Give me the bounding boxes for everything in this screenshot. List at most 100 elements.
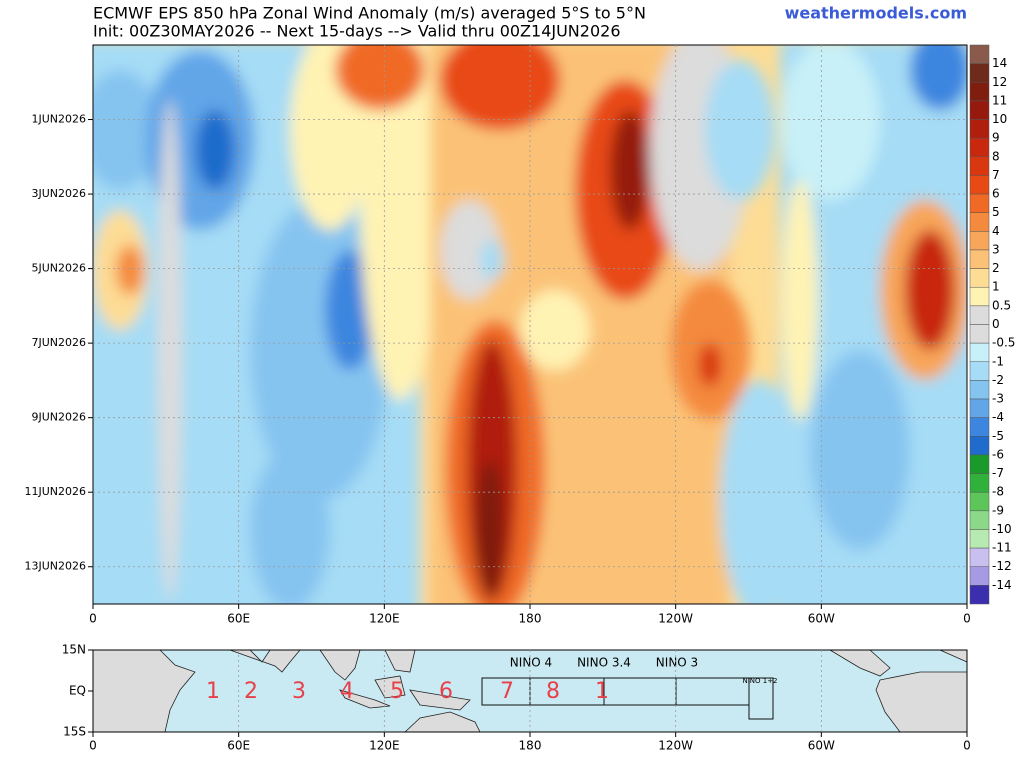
x-tick-label: 120E: [369, 612, 400, 626]
colorbar-label: -12: [992, 559, 1012, 573]
colorbar-label: -14: [992, 578, 1012, 592]
colorbar-swatch: [969, 119, 990, 139]
colorbar-label: -10: [992, 522, 1012, 536]
region-label: NINO 3: [656, 656, 698, 670]
colorbar-label: -4: [992, 410, 1004, 424]
colorbar-label: -1: [992, 354, 1004, 368]
colorbar-label: 0.5: [992, 298, 1011, 312]
colorbar-swatch: [969, 100, 990, 120]
colorbar-label: -11: [992, 541, 1012, 555]
phase-label: 1: [206, 679, 220, 704]
contour-field: [93, 45, 967, 604]
colorbar-swatch: [969, 82, 990, 102]
colorbar-swatch: [969, 63, 990, 83]
map-x-tick-label: 60E: [227, 739, 250, 753]
colorbar-label: 3: [992, 242, 1000, 256]
map-x-tick-label: 120W: [658, 739, 693, 753]
nino-box: [748, 677, 774, 720]
x-tick-label: 60E: [227, 612, 250, 626]
colorbar-swatch: [969, 566, 990, 586]
y-tick-label: 5JUN2026: [31, 262, 86, 275]
colorbar-swatch: [969, 193, 990, 213]
colorbar-label: -3: [992, 392, 1004, 406]
colorbar-swatch: [969, 491, 990, 512]
phase-label: 3: [292, 679, 306, 704]
colorbar-swatch: [969, 361, 990, 381]
colorbar-swatch: [969, 156, 990, 176]
colorbar-swatch: [969, 342, 990, 363]
colorbar-label: 10: [992, 112, 1007, 126]
map-x-tick-label: 120E: [369, 739, 400, 753]
subtitle: Init: 00Z30MAY2026 -- Next 15-days --> V…: [93, 22, 621, 41]
colorbar-swatch: [969, 473, 990, 493]
map-x-tick-label: 0: [89, 739, 97, 753]
map-y-tick-label: EQ: [69, 684, 86, 698]
colorbar-swatch: [969, 547, 990, 567]
colorbar-swatch: [969, 510, 990, 530]
region-label: NINO 3.4: [577, 656, 631, 670]
colorbar-swatch: [969, 137, 990, 158]
phase-label: 6: [439, 679, 453, 704]
x-tick-label: 0: [963, 612, 971, 626]
colorbar-label: -0.5: [992, 336, 1015, 350]
y-tick-label: 11JUN2026: [24, 485, 86, 498]
phase-label: 4: [340, 679, 354, 704]
colorbar-swatch: [969, 231, 990, 251]
map-x-tick-label: 60W: [808, 739, 835, 753]
y-tick-label: 9JUN2026: [31, 411, 86, 424]
colorbar-swatch: [969, 398, 990, 418]
phase-label: 1: [595, 679, 609, 704]
colorbar-label: -2: [992, 373, 1004, 387]
x-tick-label: 180: [519, 612, 542, 626]
map-x-tick-label: 0: [963, 739, 971, 753]
colorbar-label: -9: [992, 503, 1004, 517]
map-y-tick-label: 15S: [63, 725, 86, 739]
phase-label: 2: [244, 679, 258, 704]
colorbar-swatch: [969, 249, 990, 269]
colorbar-swatch: [969, 324, 990, 344]
region-label: NINO 4: [510, 656, 552, 670]
region-label: NINO 1+2: [742, 677, 777, 685]
colorbar-label: 9: [992, 131, 1000, 145]
phase-label: 5: [390, 679, 404, 704]
colorbar-swatch: [969, 268, 990, 288]
colorbar-label: -5: [992, 429, 1004, 443]
source: weathermodels.com: [785, 4, 967, 23]
colorbar-label: 4: [992, 224, 1000, 238]
colorbar-swatch: [969, 529, 990, 549]
colorbar-label: 6: [992, 187, 1000, 201]
phase-label: 8: [546, 679, 560, 704]
colorbar-label: 14: [992, 56, 1007, 70]
field-shapes: [93, 45, 967, 604]
title: ECMWF EPS 850 hPa Zonal Wind Anomaly (m/…: [93, 4, 646, 23]
colorbar-label: 8: [992, 149, 1000, 163]
colorbar-label: 7: [992, 168, 1000, 182]
y-tick-label: 3JUN2026: [31, 187, 86, 200]
x-tick-label: 120W: [658, 612, 693, 626]
y-tick-label: 1JUN2026: [31, 113, 86, 126]
y-tick-label: 7JUN2026: [31, 336, 86, 349]
map-x-tick-label: 180: [519, 739, 542, 753]
colorbar-swatch: [969, 175, 990, 195]
colorbar-label: -7: [992, 466, 1004, 480]
colorbar-swatch: [969, 380, 990, 400]
colorbar-label: 11: [992, 93, 1007, 107]
colorbar-label: -8: [992, 485, 1004, 499]
colorbar-label: -6: [992, 447, 1004, 461]
map-y-tick-label: 15N: [62, 643, 86, 657]
phase-label: 7: [500, 679, 514, 704]
colorbar-swatch: [969, 436, 990, 456]
colorbar-swatch: [969, 454, 990, 474]
colorbar-label: 12: [992, 75, 1007, 89]
colorbar-label: 5: [992, 205, 1000, 219]
colorbar-swatch: [969, 286, 990, 307]
colorbar-swatch: [969, 44, 990, 64]
x-tick-label: 60W: [808, 612, 835, 626]
colorbar-label: 1: [992, 280, 1000, 294]
colorbar-label: 0: [992, 317, 1000, 331]
colorbar-swatch: [969, 305, 990, 325]
colorbar-swatch: [969, 417, 990, 437]
x-tick-label: 0: [89, 612, 97, 626]
colorbar-label: 2: [992, 261, 1000, 275]
